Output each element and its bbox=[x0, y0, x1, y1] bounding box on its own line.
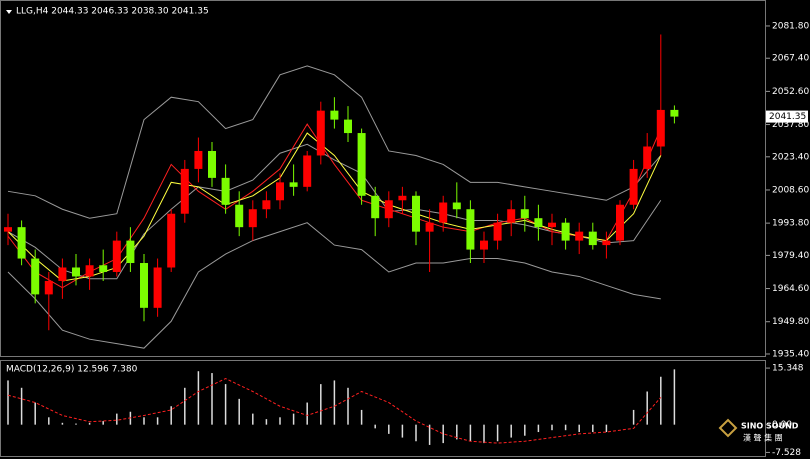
candle-body bbox=[357, 133, 366, 196]
candle-body bbox=[153, 267, 162, 308]
price-label: 2041.35 bbox=[769, 112, 806, 122]
y-tick-label: 1993.80 bbox=[772, 219, 809, 229]
candle-body bbox=[140, 263, 148, 308]
candle-body bbox=[289, 182, 298, 187]
y-tick-label: 0.00 bbox=[772, 420, 792, 430]
y-tick-label: 1935.40 bbox=[772, 349, 809, 359]
signal-line bbox=[7, 378, 662, 444]
y-tick-label: 1979.40 bbox=[772, 251, 809, 261]
candle-body bbox=[480, 240, 488, 250]
candle-body bbox=[208, 150, 216, 178]
macd-frame bbox=[0, 360, 766, 457]
candle-body bbox=[656, 109, 665, 147]
candle-body bbox=[262, 200, 271, 210]
candle-body bbox=[452, 202, 461, 210]
candle-body bbox=[194, 150, 203, 169]
chart-title: LLG,H4 2044.33 2046.33 2038.30 2041.35 bbox=[16, 7, 209, 17]
candle-body bbox=[643, 146, 652, 169]
main-frame bbox=[0, 0, 766, 357]
y-tick-label: 2008.60 bbox=[772, 185, 809, 195]
y-tick-label: 2023.40 bbox=[772, 152, 809, 162]
candle-body bbox=[316, 110, 325, 156]
candle-body bbox=[276, 182, 284, 201]
candle-body bbox=[112, 240, 121, 272]
menu-arrow bbox=[6, 10, 12, 14]
candle-body bbox=[371, 195, 380, 219]
candle-body bbox=[439, 202, 448, 223]
y-tick-label: 2081.80 bbox=[772, 21, 809, 31]
candle-body bbox=[126, 240, 135, 264]
candle-body bbox=[493, 222, 502, 241]
candle-body bbox=[629, 168, 638, 205]
candle-body bbox=[561, 222, 570, 241]
candle-body bbox=[384, 200, 393, 219]
candle-body bbox=[31, 258, 40, 295]
candle-body bbox=[180, 168, 189, 214]
watermark-sub: 漢 聲 集 團 bbox=[743, 433, 783, 443]
candle-body bbox=[17, 227, 26, 259]
candle-body bbox=[167, 213, 176, 268]
candle-body bbox=[4, 227, 12, 232]
candle-body bbox=[330, 110, 339, 120]
y-tick-label: 1949.80 bbox=[772, 317, 809, 327]
candle-body bbox=[398, 195, 407, 201]
y-tick-label: 15.348 bbox=[772, 364, 804, 374]
y-tick-label: -7.528 bbox=[772, 448, 801, 458]
indicator-line bbox=[7, 222, 661, 349]
candle-body bbox=[44, 280, 53, 295]
candle-body bbox=[412, 195, 420, 232]
candle-body bbox=[466, 209, 475, 250]
logo-icon bbox=[718, 418, 738, 438]
candle-body bbox=[344, 119, 352, 134]
indicator-line bbox=[7, 123, 662, 289]
watermark: SINO SOUND bbox=[741, 422, 799, 431]
macd-title: MACD(12,26,9) 12.596 7.380 bbox=[6, 365, 138, 375]
candle-body bbox=[575, 231, 584, 241]
indicator-line bbox=[7, 65, 662, 219]
candle-body bbox=[85, 265, 94, 277]
candle-body bbox=[72, 267, 80, 277]
candle-body bbox=[534, 218, 543, 228]
candle-body bbox=[548, 222, 556, 228]
price-label-box bbox=[766, 110, 808, 123]
y-tick-label: 2037.80 bbox=[772, 120, 809, 130]
y-tick-label: 1964.60 bbox=[772, 284, 809, 294]
candle-body bbox=[248, 209, 257, 228]
candle-body bbox=[507, 209, 516, 223]
candle-body bbox=[235, 204, 244, 228]
candle-body bbox=[425, 222, 434, 232]
candle-body bbox=[520, 209, 529, 219]
indicator-line bbox=[7, 132, 662, 282]
candle-body bbox=[221, 177, 230, 205]
candle-body bbox=[616, 204, 624, 241]
y-tick-label: 2052.60 bbox=[772, 87, 809, 97]
candle-body bbox=[58, 267, 67, 281]
candle-body bbox=[99, 265, 108, 272]
candle-body bbox=[670, 109, 679, 117]
candle-body bbox=[602, 240, 611, 246]
candle-body bbox=[303, 155, 312, 187]
y-tick-label: 2067.40 bbox=[772, 54, 809, 64]
candle-body bbox=[588, 231, 597, 246]
